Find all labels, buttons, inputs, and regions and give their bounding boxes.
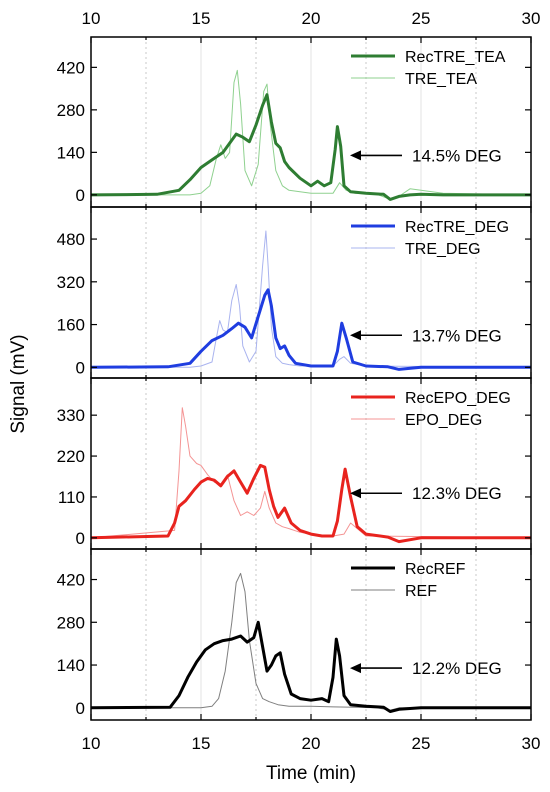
y-tick-label: 420 [57,58,85,77]
annotation-arrowhead [350,488,361,499]
x-tick-label-top: 20 [302,9,321,28]
annotation-label: 13.7% DEG [412,326,502,345]
y-tick-label: 280 [57,101,85,120]
y-tick-label: 0 [76,358,85,377]
legend-entry: TRE_TEA [405,71,477,88]
legend-entry: RecREF [405,561,466,578]
annotation-arrowhead [350,663,361,674]
x-tick-label-top: 30 [522,9,541,28]
series-line-rectre-deg [91,288,531,371]
annotation-label: 12.3% DEG [412,484,502,503]
y-tick-label: 110 [58,488,85,507]
y-tick-label: 320 [57,273,85,292]
panel-recref: 0 140 280 420 RecREF REF 12.2% DEG [57,548,532,721]
y-tick-label: 280 [57,613,85,632]
legend-entry: RecTRE_DEG [405,219,509,236]
legend-entry: RecTRE_TEA [405,49,506,66]
annotation-arrowhead [350,330,361,341]
x-tick-label-bottom: 25 [412,734,431,753]
legend-entry: TRE_DEG [405,241,481,258]
x-tick-label-bottom: 15 [192,734,211,753]
legend-entry: REF [405,583,437,600]
annotation-label: 14.5% DEG [412,146,502,165]
y-tick-label: 0 [76,186,85,205]
y-tick-label: 420 [57,571,85,590]
y-tick-label: 330 [57,406,85,425]
panel-frame [90,548,532,721]
annotation-arrowhead [350,150,361,161]
x-tick-label-bottom: 10 [82,734,101,753]
legend-entry: RecEPO_DEG [405,390,511,407]
y-tick-label: 220 [57,447,85,466]
x-tick-label-top: 10 [82,9,101,28]
x-tick-label-top: 25 [412,9,431,28]
x-tick-label-bottom: 20 [302,734,321,753]
x-axis-title: Time (min) [266,763,356,784]
series-line-recepo-deg [91,463,531,544]
y-tick-label: 0 [76,529,85,548]
y-tick-label: 0 [76,699,85,718]
x-tick-label-top: 15 [192,9,211,28]
legend-entry: EPO_DEG [405,412,482,429]
annotation-label: 12.2% DEG [412,659,502,678]
y-tick-label: 140 [57,656,85,675]
panel-rectre-deg: 0 160 320 480 RecTRE_DEG TRE_DEG 13.7% DEG [57,206,532,379]
y-tick-label: 480 [57,230,85,249]
y-tick-label: 160 [57,316,85,335]
panel-recepo-deg: 0 110 220 330 RecEPO_DEG EPO_DEG 12.3% DEG [57,377,532,550]
y-axis-title: Signal (mV) [8,334,29,433]
series-line-recref [91,620,531,713]
y-tick-label: 140 [57,143,85,162]
panel-rectre-tea: 0 140 280 420 RecTRE_TEA TRE_TEA 14.5% DEG [57,36,532,208]
series-line-rectre-tea [91,93,531,201]
x-tick-label-bottom: 30 [522,734,541,753]
